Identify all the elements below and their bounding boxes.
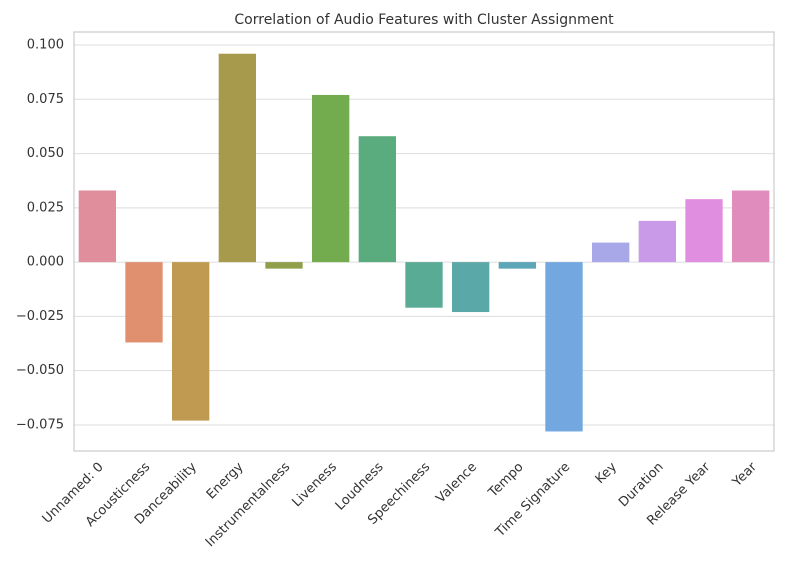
x-tick-label: Key: [593, 459, 620, 486]
bar: [592, 242, 630, 263]
y-tick-label: 0.075: [27, 92, 64, 107]
x-tick-label: Energy: [204, 459, 247, 502]
bar: [218, 53, 256, 263]
bar: [732, 190, 770, 263]
bar: [498, 262, 536, 269]
bar: [125, 262, 163, 343]
y-tick-label: 0.050: [27, 146, 64, 161]
bar: [452, 262, 490, 313]
bar: [358, 136, 396, 263]
x-tick-label: Instrumentalness: [203, 460, 294, 551]
y-tick-label: 0.000: [27, 255, 64, 270]
bar: [685, 199, 723, 263]
bar: [405, 262, 443, 308]
y-tick-label: −0.025: [16, 309, 64, 324]
bar: [172, 262, 210, 421]
y-tick-label: −0.050: [16, 363, 64, 378]
plot-frame: [73, 31, 775, 452]
bar: [638, 220, 676, 263]
bar: [312, 94, 350, 263]
x-tick-label: Year: [729, 459, 760, 490]
x-tick-label: Tempo: [485, 460, 526, 501]
bar: [265, 262, 303, 269]
x-tick-label: Valence: [433, 460, 480, 507]
bar: [545, 262, 583, 432]
y-tick-label: 0.100: [27, 38, 64, 53]
y-tick-label: 0.025: [27, 200, 64, 215]
bar: [78, 190, 116, 263]
chart-title: Correlation of Audio Features with Clust…: [234, 12, 614, 28]
y-tick-label: −0.075: [16, 417, 64, 432]
